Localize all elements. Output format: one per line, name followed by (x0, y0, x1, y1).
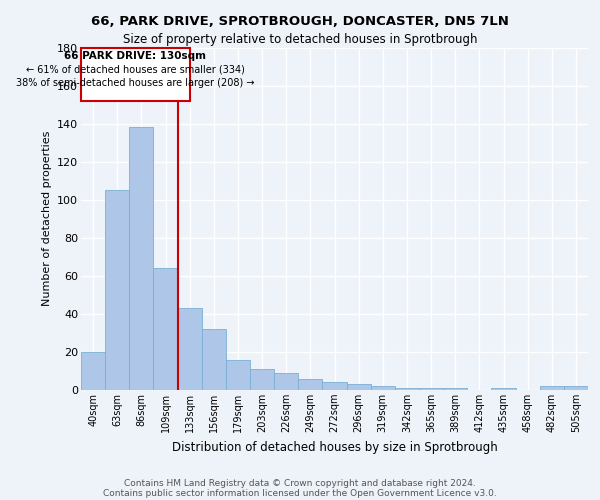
Y-axis label: Number of detached properties: Number of detached properties (41, 131, 52, 306)
Bar (419, 388, 443, 390)
Bar (274, 373, 298, 390)
Text: Contains public sector information licensed under the Open Government Licence v3: Contains public sector information licen… (103, 488, 497, 498)
Bar (347, 384, 371, 390)
X-axis label: Distribution of detached houses by size in Sprotbrough: Distribution of detached houses by size … (172, 440, 497, 454)
Bar (129, 128, 154, 390)
Bar (250, 369, 274, 390)
Bar (154, 268, 178, 390)
Bar (322, 382, 347, 390)
Text: ← 61% of detached houses are smaller (334): ← 61% of detached houses are smaller (33… (26, 64, 245, 74)
Bar (105, 190, 129, 390)
FancyBboxPatch shape (81, 48, 190, 101)
Bar (443, 388, 467, 390)
Bar (395, 388, 419, 390)
Text: 66, PARK DRIVE, SPROTBROUGH, DONCASTER, DN5 7LN: 66, PARK DRIVE, SPROTBROUGH, DONCASTER, … (91, 15, 509, 28)
Bar (371, 386, 395, 390)
Text: Size of property relative to detached houses in Sprotbrough: Size of property relative to detached ho… (123, 32, 477, 46)
Bar (540, 386, 564, 390)
Bar (564, 386, 588, 390)
Text: 66 PARK DRIVE: 130sqm: 66 PARK DRIVE: 130sqm (64, 52, 206, 62)
Text: 38% of semi-detached houses are larger (208) →: 38% of semi-detached houses are larger (… (16, 78, 254, 88)
Bar (491, 388, 515, 390)
Bar (298, 378, 322, 390)
Bar (226, 360, 250, 390)
Bar (178, 308, 202, 390)
Bar (81, 352, 105, 390)
Text: Contains HM Land Registry data © Crown copyright and database right 2024.: Contains HM Land Registry data © Crown c… (124, 478, 476, 488)
Bar (202, 329, 226, 390)
